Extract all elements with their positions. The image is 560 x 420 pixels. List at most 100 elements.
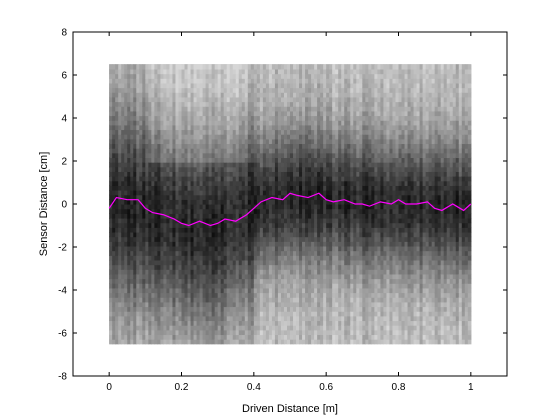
heatmap-cell — [271, 259, 276, 266]
heatmap-cell — [271, 311, 276, 317]
heatmap-cell — [229, 334, 234, 340]
heatmap-cell — [151, 152, 155, 159]
heatmap-cell — [344, 68, 348, 75]
heatmap-cell — [178, 264, 183, 270]
heatmap-cell — [235, 68, 240, 75]
heatmap-cell — [151, 124, 155, 131]
heatmap-cell — [151, 176, 155, 182]
heatmap-cell — [157, 287, 161, 294]
heatmap-cell — [241, 143, 246, 149]
heatmap-cell — [283, 68, 288, 75]
heatmap-cell — [323, 208, 327, 214]
heatmap-cell — [205, 110, 210, 117]
heatmap-cell — [121, 194, 125, 200]
heatmap-cell — [217, 199, 222, 205]
heatmap-cell — [181, 241, 186, 247]
heatmap-cell — [139, 120, 143, 126]
heatmap-cell — [190, 194, 195, 200]
heatmap-cell — [274, 264, 279, 270]
heatmap-cell — [130, 287, 134, 294]
heatmap-cell — [277, 315, 282, 322]
heatmap-cell — [320, 283, 324, 289]
heatmap-cell — [163, 231, 168, 238]
heatmap-cell — [121, 124, 125, 131]
heatmap-cell — [154, 171, 158, 177]
heatmap-cell — [130, 301, 134, 308]
heatmap-cell — [184, 138, 189, 145]
heatmap-cell — [277, 124, 282, 131]
heatmap-cell — [145, 176, 149, 182]
heatmap-cell — [211, 278, 216, 284]
heatmap-cell — [127, 190, 131, 196]
heatmap-cell — [214, 325, 219, 331]
heatmap-cell — [308, 204, 312, 210]
heatmap-cell — [329, 171, 333, 177]
heatmap-cell — [211, 292, 216, 298]
heatmap-cell — [296, 297, 300, 303]
heatmap-cell — [323, 320, 327, 326]
heatmap-cell — [175, 152, 180, 159]
heatmap-cell — [274, 301, 279, 308]
heatmap-cell — [199, 190, 204, 196]
heatmap-cell — [271, 227, 276, 233]
heatmap-cell — [124, 301, 128, 308]
heatmap-cell — [305, 171, 309, 177]
heatmap-cell — [305, 250, 309, 256]
heatmap-cell — [329, 106, 333, 112]
heatmap-cell — [199, 180, 204, 186]
heatmap-cell — [142, 171, 146, 177]
heatmap-cell — [259, 148, 264, 154]
heatmap-cell — [184, 64, 189, 70]
heatmap-cell — [181, 231, 186, 238]
heatmap-cell — [202, 148, 207, 154]
heatmap-cell — [205, 217, 210, 224]
heatmap-cell — [296, 180, 300, 186]
heatmap-cell — [299, 138, 303, 145]
heatmap-cell — [347, 217, 351, 224]
heatmap-cell — [341, 82, 345, 89]
heatmap-cell — [347, 68, 351, 75]
heatmap-cell — [202, 273, 207, 280]
heatmap-cell — [130, 106, 134, 112]
heatmap-cell — [250, 176, 255, 182]
heatmap-cell — [115, 255, 119, 261]
heatmap-cell — [314, 204, 318, 210]
heatmap-cell — [109, 306, 113, 312]
heatmap-cell — [133, 297, 137, 303]
heatmap-cell — [136, 180, 140, 186]
heatmap-cell — [253, 194, 258, 200]
heatmap-cell — [280, 227, 285, 233]
heatmap-cell — [124, 245, 128, 252]
heatmap-cell — [286, 250, 291, 256]
heatmap-cell — [302, 143, 306, 149]
heatmap-cell — [293, 162, 297, 168]
heatmap-cell — [217, 87, 222, 93]
heatmap-cell — [305, 306, 309, 312]
heatmap-cell — [121, 301, 125, 308]
heatmap-cell — [277, 87, 282, 93]
heatmap-cell — [359, 273, 363, 280]
heatmap-cell — [271, 134, 276, 140]
heatmap-cell — [353, 315, 357, 322]
heatmap-cell — [317, 101, 321, 107]
heatmap-cell — [187, 245, 192, 252]
heatmap-cell — [256, 176, 261, 182]
heatmap-cell — [350, 278, 354, 284]
heatmap-cell — [232, 325, 237, 331]
heatmap-cell — [235, 134, 240, 140]
heatmap-cell — [211, 208, 216, 214]
heatmap-cell — [350, 292, 354, 298]
heatmap-cell — [178, 162, 183, 168]
heatmap-cell — [175, 199, 180, 205]
heatmap-cell — [317, 292, 321, 298]
heatmap-cell — [302, 87, 306, 93]
heatmap-cell — [314, 73, 318, 79]
heatmap-cell — [112, 287, 116, 294]
heatmap-cell — [335, 217, 339, 224]
heatmap-cell — [256, 87, 261, 93]
heatmap-cell — [353, 115, 357, 121]
heatmap-cell — [347, 301, 351, 308]
heatmap-cell — [280, 311, 285, 317]
heatmap-cell — [148, 306, 152, 312]
heatmap-cell — [235, 311, 240, 317]
